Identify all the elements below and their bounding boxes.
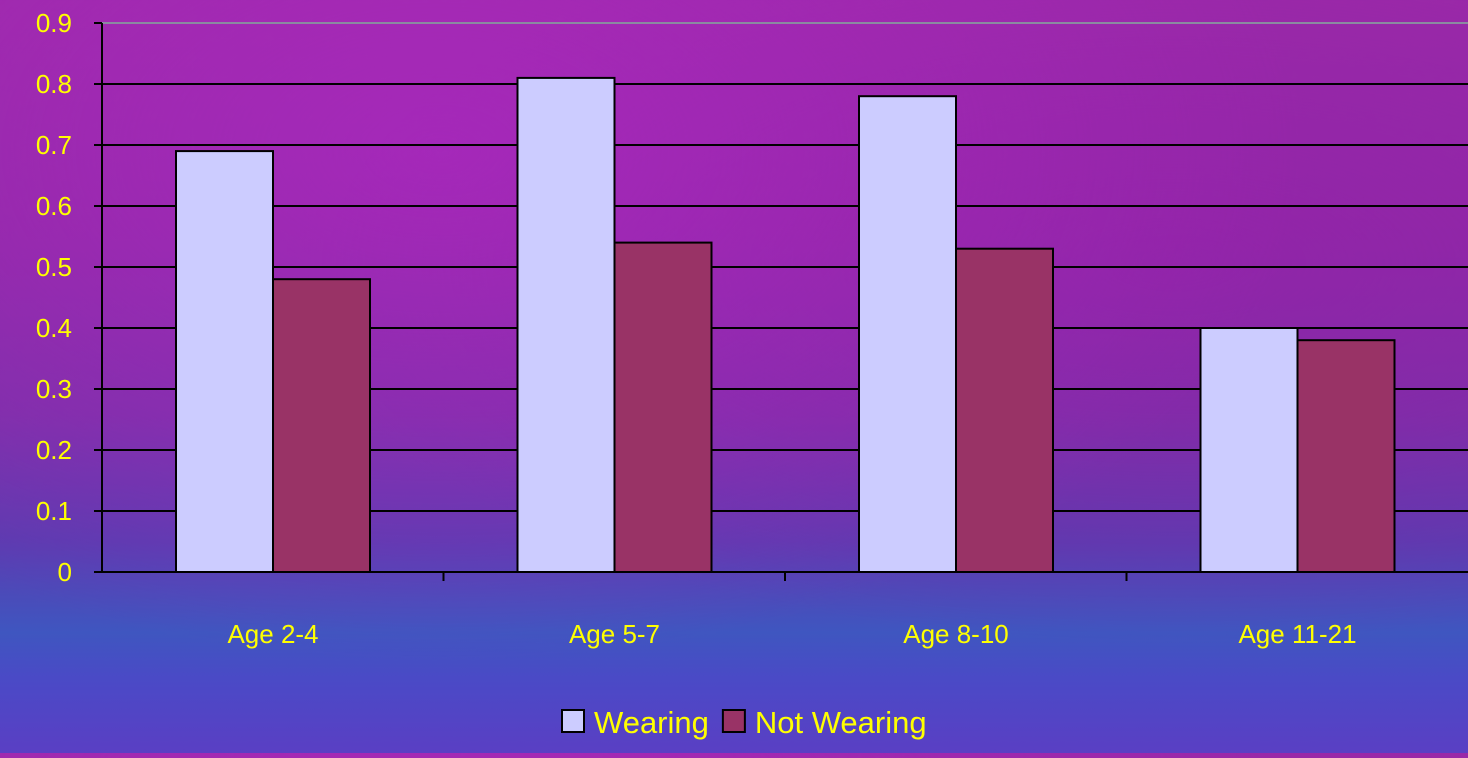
bar-not-wearing: [272, 278, 371, 573]
y-tick-labels: 0 0.1 0.2 0.3 0.4 0.5 0.6 0.7 0.8 0.9: [36, 8, 72, 587]
bar-not-wearing: [1296, 339, 1396, 574]
y-tick-label: 0.9: [36, 8, 72, 38]
y-tick-label: 0.2: [36, 435, 72, 465]
x-category-label: Age 2-4: [227, 619, 318, 649]
bar-wearing: [516, 76, 616, 574]
x-category-label: Age 8-10: [903, 619, 1009, 649]
legend-swatch: [561, 709, 585, 733]
legend-label: Wearing: [594, 705, 709, 740]
y-tick-label: 0: [58, 557, 72, 587]
y-tick-label: 0.6: [36, 191, 72, 221]
x-category-label: Age 5-7: [569, 619, 660, 649]
legend-swatch: [721, 709, 746, 733]
x-category-label: Age 11-21: [1238, 619, 1356, 649]
y-tick-label: 0.3: [36, 374, 72, 404]
bar-wearing: [858, 95, 957, 573]
bar-not-wearing: [613, 241, 713, 573]
y-tick-label: 0.5: [36, 252, 72, 282]
axes: [94, 22, 1468, 581]
x-category-labels: Age 2-4 Age 5-7 Age 8-10 Age 11-21: [227, 619, 1356, 649]
legend: Wearing Not Wearing: [561, 705, 927, 740]
y-tick-label: 0.7: [36, 130, 72, 160]
y-tick-label: 0.1: [36, 496, 72, 526]
bars: [175, 76, 1396, 574]
legend-label: Not Wearing: [755, 705, 927, 740]
y-tick-label: 0.8: [36, 69, 72, 99]
bar-not-wearing: [955, 247, 1054, 573]
y-tick-label: 0.4: [36, 313, 72, 343]
bar-wearing: [175, 150, 274, 573]
bar-wearing: [1199, 327, 1299, 573]
